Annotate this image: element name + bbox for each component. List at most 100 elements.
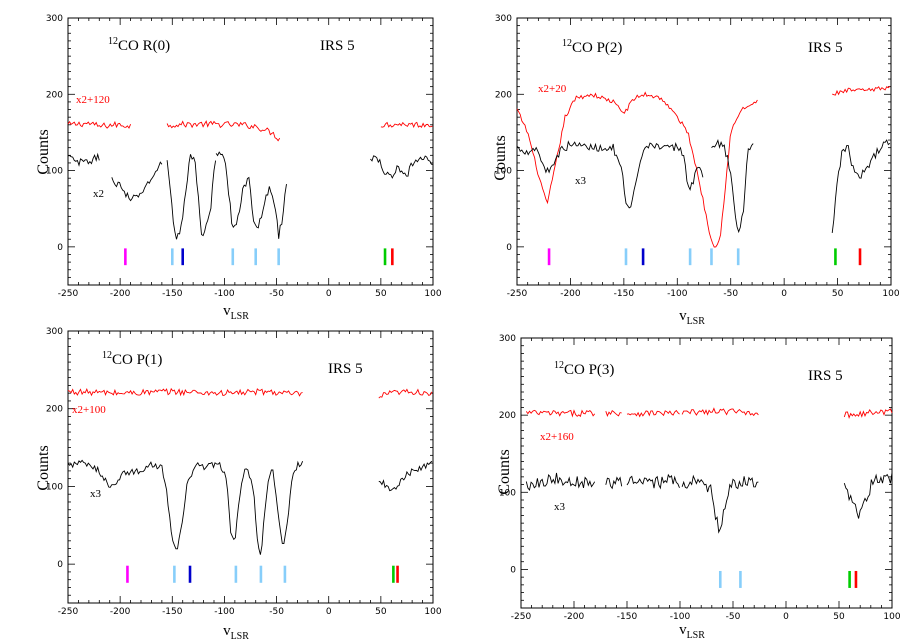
series-line-x2 — [166, 154, 217, 240]
y-tick-label: 200 — [499, 411, 516, 421]
series-line-x2+20 — [832, 85, 891, 96]
y-axis-label: Counts — [35, 445, 52, 490]
plot-frame — [516, 17, 892, 286]
panel-4: -250 -200 -150 -100 -50 0 50 100 0 100 200 300 12CO … — [496, 334, 901, 640]
series-line-x2+160 — [681, 407, 759, 417]
y-tick-label: 200 — [46, 90, 63, 100]
panel-title: 12CO R(0) — [108, 36, 170, 54]
x-tick-label: -250 — [507, 289, 528, 299]
x-tick-label: 100 — [883, 612, 900, 622]
x-tick-label: -200 — [110, 289, 131, 299]
x-tick-label: 0 — [781, 289, 787, 299]
observed-series-label: x2 — [93, 188, 104, 200]
series-line-x2+20 — [516, 91, 758, 248]
x-axis-label-main: v — [679, 622, 687, 638]
x-tick-label: -250 — [58, 289, 79, 299]
y-tick-label: 300 — [46, 14, 63, 24]
series-line-x3 — [378, 460, 433, 492]
x-tick-label: -200 — [110, 607, 131, 617]
x-axis-label: vLSR — [679, 308, 705, 327]
y-tick-label: 300 — [499, 334, 516, 344]
title-isotope: 12 — [562, 38, 572, 49]
x-tick-label: 0 — [326, 289, 332, 299]
x-tick-label: -250 — [511, 612, 532, 622]
source-label: IRS 5 — [320, 38, 355, 54]
panel-3: -250 -200 -150 -100 -50 0 50 100 0 100 200 300 12CO … — [35, 327, 442, 640]
x-axis-label: vLSR — [223, 303, 249, 322]
y-tick-label: 100 — [46, 167, 63, 177]
plot-frame — [67, 17, 434, 286]
series-line-x3 — [626, 473, 680, 490]
title-isotope: 12 — [102, 350, 112, 361]
title-transition: CO R(0) — [118, 38, 170, 54]
series-line-x3 — [67, 459, 304, 555]
x-axis-label-main: v — [223, 303, 231, 319]
scaled-series-label: x2+20 — [538, 83, 567, 95]
y-axis-label: Counts — [492, 135, 509, 180]
panel-title: 12CO P(3) — [554, 360, 614, 378]
x-tick-label: -50 — [726, 612, 741, 622]
series-line-x3 — [681, 474, 759, 534]
x-tick-label: -150 — [617, 612, 638, 622]
series-line-x2+120 — [67, 120, 132, 129]
observed-series-label: x3 — [575, 175, 587, 187]
title-transition: CO P(3) — [564, 362, 614, 378]
y-tick-label: 200 — [46, 405, 63, 415]
x-tick-label: -50 — [269, 607, 284, 617]
x-axis-label-sub: LSR — [231, 311, 250, 322]
y-tick-label: 300 — [495, 14, 512, 24]
series-line-x2+160 — [605, 410, 622, 418]
x-tick-label: -50 — [723, 289, 738, 299]
series-line-x2+120 — [166, 120, 281, 142]
y-tick-label: 0 — [510, 565, 516, 575]
x-tick-label: -250 — [58, 607, 79, 617]
x-tick-label: -100 — [670, 612, 691, 622]
series-line-x2+160 — [525, 409, 596, 418]
y-tick-label: 0 — [506, 243, 512, 253]
source-label: IRS 5 — [328, 361, 363, 377]
series-line-x2+160 — [626, 409, 680, 418]
x-tick-label: -150 — [162, 607, 183, 617]
x-axis-label-sub: LSR — [231, 631, 250, 640]
x-axis-label-sub: LSR — [687, 630, 706, 640]
x-axis-label-sub: LSR — [687, 316, 706, 327]
x-tick-label: 100 — [424, 607, 441, 617]
x-tick-label: 100 — [424, 289, 441, 299]
title-isotope: 12 — [554, 360, 564, 371]
x-tick-label: -100 — [214, 289, 235, 299]
title-transition: CO P(2) — [572, 40, 622, 56]
y-tick-label: 0 — [57, 560, 63, 570]
series-line-x3 — [525, 472, 596, 492]
series-line-x3 — [516, 140, 704, 209]
x-tick-label: 0 — [326, 607, 332, 617]
x-tick-label: -200 — [564, 612, 585, 622]
y-tick-label: 0 — [57, 243, 63, 253]
y-tick-label: 200 — [495, 90, 512, 100]
x-tick-label: -100 — [214, 607, 235, 617]
scaled-series-label: x2+120 — [76, 94, 110, 106]
series-line-x2 — [215, 151, 287, 239]
series-line-x2+160 — [843, 408, 893, 419]
y-tick-label: 100 — [495, 167, 512, 177]
title-transition: CO P(1) — [112, 352, 162, 368]
series-line-x3 — [711, 138, 754, 234]
x-axis-label: vLSR — [223, 623, 249, 640]
source-label: IRS 5 — [808, 40, 843, 56]
series-line-x3 — [843, 472, 893, 519]
panel-1: -250 -200 -150 -100 -50 0 50 100 0 100 200 300 12CO … — [35, 14, 442, 322]
series-line-x3 — [605, 476, 623, 490]
x-axis-label-main: v — [679, 308, 687, 324]
x-tick-label: 50 — [832, 289, 844, 299]
x-tick-label: 50 — [375, 289, 387, 299]
y-tick-label: 300 — [46, 327, 63, 337]
series-line-x2 — [370, 155, 434, 179]
panel-title: 12CO P(1) — [102, 350, 162, 368]
series-line-x2 — [67, 152, 100, 167]
y-tick-label: 100 — [499, 488, 516, 498]
series-line-x2 — [111, 161, 163, 202]
title-isotope: 12 — [108, 36, 118, 47]
series-line-x2+120 — [380, 121, 433, 129]
series-line-x3 — [831, 139, 891, 233]
series-line-x2+100 — [378, 388, 433, 399]
observed-series-label: x3 — [554, 501, 566, 513]
